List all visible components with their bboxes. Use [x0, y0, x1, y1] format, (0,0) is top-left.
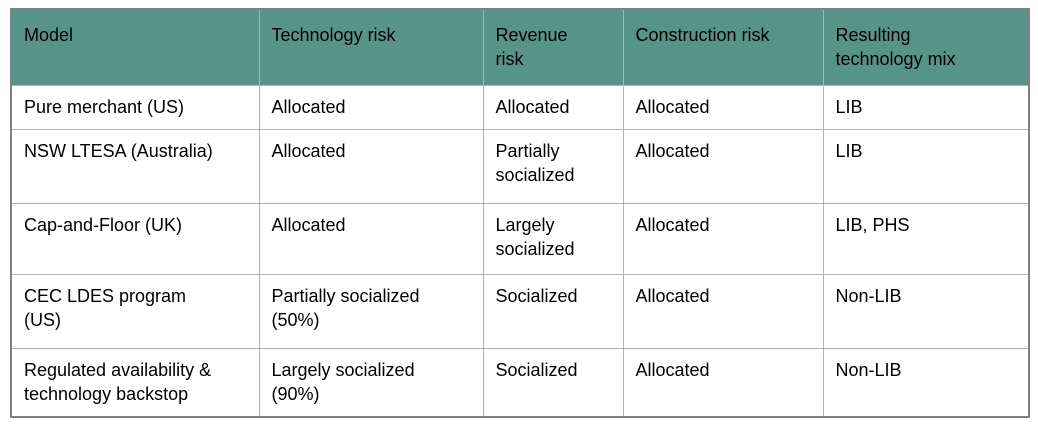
cell-resulting-technology-mix: LIB, PHS — [822, 202, 1030, 275]
cell-resulting-technology-mix: LIB — [822, 128, 1030, 204]
column-header-construction-risk: Construction risk — [622, 8, 824, 86]
cell-construction-risk: Allocated — [622, 273, 824, 349]
table-row-cec-ldes: CEC LDES program (US) Partially socializ… — [10, 273, 1030, 349]
cell-technology-risk: Allocated — [258, 128, 484, 204]
cell-technology-risk: Partially socialized (50%) — [258, 273, 484, 349]
cell-model: NSW LTESA (Australia) — [10, 128, 260, 204]
column-header-technology-risk: Technology risk — [258, 8, 484, 86]
cell-revenue-risk: Largely socialized — [482, 202, 624, 275]
cell-model: Regulated availability & technology back… — [10, 347, 260, 418]
column-header-model: Model — [10, 8, 260, 86]
cell-resulting-technology-mix: LIB — [822, 84, 1030, 130]
column-header-resulting-technology-mix: Resulting technology mix — [822, 8, 1030, 86]
table-row-nsw-ltesa: NSW LTESA (Australia) Allocated Partiall… — [10, 128, 1030, 204]
cell-construction-risk: Allocated — [622, 84, 824, 130]
table-row-regulated-availability: Regulated availability & technology back… — [10, 347, 1030, 418]
cell-model: Pure merchant (US) — [10, 84, 260, 130]
table-row-cap-and-floor: Cap-and-Floor (UK) Allocated Largely soc… — [10, 202, 1030, 275]
cell-construction-risk: Allocated — [622, 347, 824, 418]
cell-technology-risk: Largely socialized (90%) — [258, 347, 484, 418]
table-row-pure-merchant: Pure merchant (US) Allocated Allocated A… — [10, 84, 1030, 130]
cell-revenue-risk: Allocated — [482, 84, 624, 130]
cell-model: CEC LDES program (US) — [10, 273, 260, 349]
cell-technology-risk: Allocated — [258, 202, 484, 275]
cell-revenue-risk: Socialized — [482, 347, 624, 418]
cell-revenue-risk: Socialized — [482, 273, 624, 349]
column-header-revenue-risk: Revenue risk — [482, 8, 624, 86]
table-header: Model Technology risk Revenue risk Const… — [10, 8, 1030, 86]
cell-construction-risk: Allocated — [622, 128, 824, 204]
cell-technology-risk: Allocated — [258, 84, 484, 130]
cell-resulting-technology-mix: Non-LIB — [822, 273, 1030, 349]
cell-revenue-risk: Partially socialized — [482, 128, 624, 204]
table-body: Pure merchant (US) Allocated Allocated A… — [10, 84, 1030, 418]
policy-models-table: Model Technology risk Revenue risk Const… — [10, 8, 1030, 418]
cell-model: Cap-and-Floor (UK) — [10, 202, 260, 275]
cell-resulting-technology-mix: Non-LIB — [822, 347, 1030, 418]
header-row: Model Technology risk Revenue risk Const… — [10, 8, 1030, 86]
cell-construction-risk: Allocated — [622, 202, 824, 275]
